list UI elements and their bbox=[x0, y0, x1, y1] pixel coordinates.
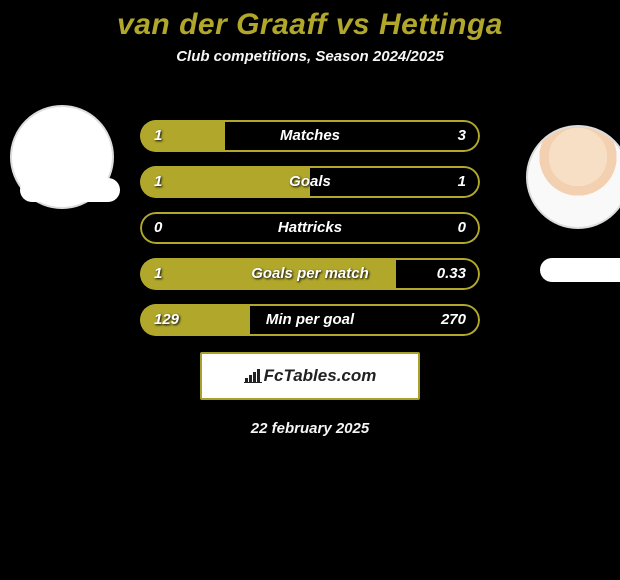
stat-row: 1Goals1 bbox=[140, 166, 480, 198]
page-title: van der Graaff vs Hettinga bbox=[0, 0, 620, 42]
stats-bar-group: 1Matches31Goals10Hattricks01Goals per ma… bbox=[140, 120, 480, 350]
stat-label: Matches bbox=[140, 120, 480, 152]
stat-row: 0Hattricks0 bbox=[140, 212, 480, 244]
player-left-name-pill bbox=[20, 178, 120, 202]
stat-label: Min per goal bbox=[140, 304, 480, 336]
stat-label: Goals per match bbox=[140, 258, 480, 290]
stat-row: 129Min per goal270 bbox=[140, 304, 480, 336]
stat-value-right: 1 bbox=[458, 166, 466, 198]
stat-value-right: 3 bbox=[458, 120, 466, 152]
bar-chart-icon bbox=[244, 369, 262, 383]
snapshot-date: 22 february 2025 bbox=[0, 420, 620, 437]
stat-row: 1Goals per match0.33 bbox=[140, 258, 480, 290]
stat-value-right: 270 bbox=[441, 304, 466, 336]
page-subtitle: Club competitions, Season 2024/2025 bbox=[0, 48, 620, 65]
stat-label: Goals bbox=[140, 166, 480, 198]
stat-value-right: 0.33 bbox=[437, 258, 466, 290]
stat-label: Hattricks bbox=[140, 212, 480, 244]
player-right-avatar bbox=[526, 125, 620, 229]
fctables-logo: FcTables.com bbox=[200, 352, 420, 400]
fctables-logo-text: FcTables.com bbox=[264, 366, 377, 386]
player-right-name-pill bbox=[540, 258, 620, 282]
stat-value-right: 0 bbox=[458, 212, 466, 244]
stat-row: 1Matches3 bbox=[140, 120, 480, 152]
